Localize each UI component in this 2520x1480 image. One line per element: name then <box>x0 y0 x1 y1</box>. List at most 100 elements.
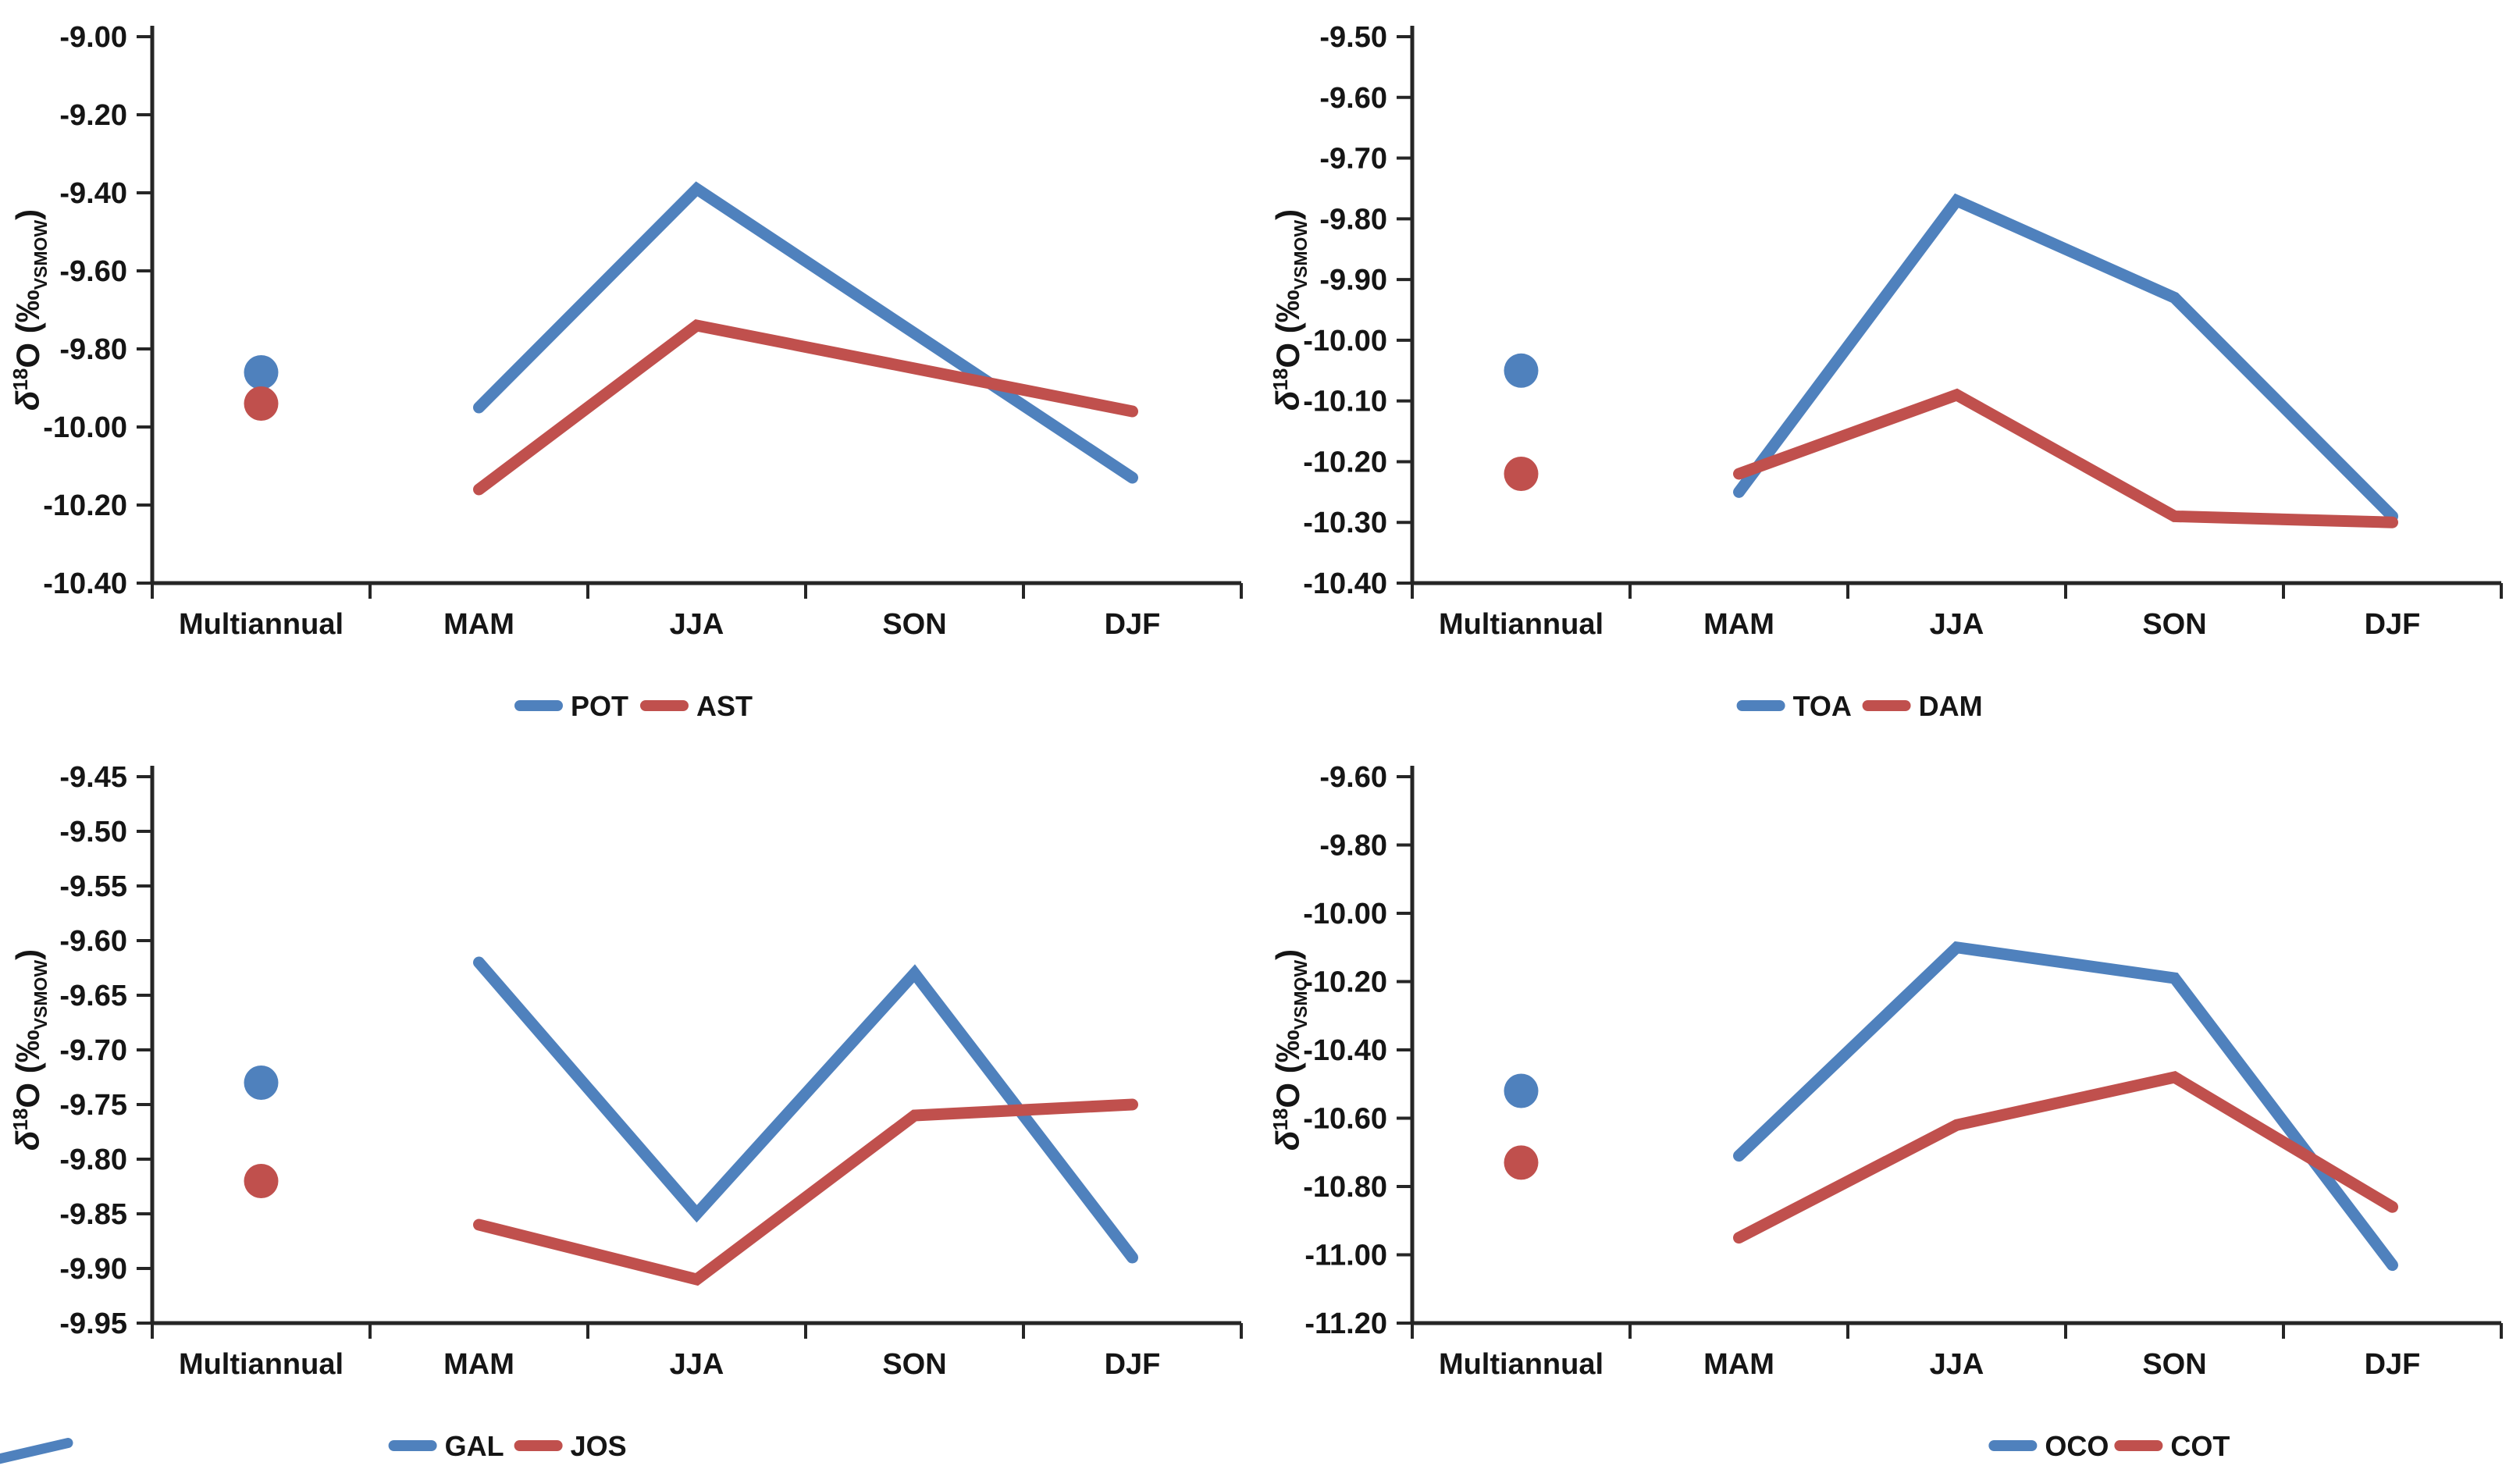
y-tick-label: -9.50 <box>1319 21 1387 54</box>
y-tick-label: -9.80 <box>59 333 127 366</box>
y-tick-label: -10.20 <box>43 489 127 522</box>
x-category-label: SON <box>2142 608 2206 641</box>
y-tick-label: -9.85 <box>59 1198 127 1231</box>
y-title-delta: δ <box>1269 1130 1306 1151</box>
y-title-unit-close: ) <box>9 209 46 220</box>
y-tick-label: -9.00 <box>59 21 127 54</box>
chart-canvas-gal-jos: -9.45 -9.50 -9.55 -9.60 -9.65 -9.70 -9.75 -9.80… <box>9 761 1243 1462</box>
legend-swatch-GAL <box>388 1440 437 1451</box>
y-tick-label: -9.60 <box>1319 82 1387 115</box>
legend-label-AST: AST <box>696 690 753 722</box>
y-title-element: O (‰ <box>9 290 46 368</box>
y-title-element: O (‰ <box>1269 1030 1306 1108</box>
y-title-delta: δ <box>9 1130 46 1151</box>
y-tick-label: -10.20 <box>1303 966 1387 999</box>
y-tick-label: -9.80 <box>1319 203 1387 236</box>
series-line-AST <box>473 318 1138 496</box>
legend-swatch-AST <box>640 700 689 711</box>
x-category-label: JJA <box>1930 1348 1984 1381</box>
y-tick-label: -9.80 <box>59 1144 127 1176</box>
x-category-label: SON <box>882 608 946 641</box>
multiannual-marker-POT <box>244 355 279 390</box>
series-line-DAM <box>1733 388 2398 528</box>
legend-label-POT: POT <box>571 690 628 722</box>
x-category-label: MAM <box>443 1348 514 1381</box>
y-tick-label: -9.90 <box>1319 264 1387 297</box>
x-category-label: JJA <box>670 1348 724 1381</box>
y-tick-label: -9.60 <box>59 925 127 958</box>
x-category-label: JJA <box>1930 608 1984 641</box>
legend-swatch-TOA <box>1736 700 1785 711</box>
chart-panel-oco-cot: -9.60 -9.80 -10.00 -10.20 -10.40 -10.60 -10.80… <box>1260 740 2520 1480</box>
y-tick-label: -9.60 <box>59 255 127 288</box>
series-line-TOA <box>1733 193 2398 522</box>
y-tick-label: -11.00 <box>1304 1240 1387 1272</box>
chart-canvas-oco-cot: -9.60 -9.80 -10.00 -10.20 -10.40 -10.60 -10.80… <box>1269 761 2503 1462</box>
y-tick-label: -9.90 <box>59 1253 127 1286</box>
y-tick-label: -10.30 <box>1303 507 1387 539</box>
x-category-label: DJF <box>1105 1348 1161 1381</box>
y-title-isotope-sup: 18 <box>9 368 32 391</box>
y-tick-label: -9.75 <box>59 1089 127 1122</box>
y-tick-label: -9.70 <box>1319 143 1387 176</box>
multiannual-marker-TOA <box>1504 353 1539 388</box>
y-tick-label: -9.55 <box>59 870 127 903</box>
y-title-unit-close: ) <box>1269 949 1306 960</box>
x-category-label: SON <box>882 1348 946 1381</box>
legend-swatch-POT <box>514 700 563 711</box>
y-tick-label: -10.40 <box>43 567 127 600</box>
legend-swatch-OCO <box>1988 1440 2038 1451</box>
y-title-element: O (‰ <box>1269 290 1306 368</box>
x-category-label: Multiannual <box>179 1348 343 1381</box>
y-tick-label: -9.40 <box>59 177 127 210</box>
y-title-unit-sub: VSMOW <box>30 220 51 290</box>
multiannual-marker-JOS <box>244 1164 279 1198</box>
y-title-unit-sub: VSMOW <box>1290 220 1311 290</box>
x-category-label: MAM <box>1703 1348 1774 1381</box>
series-line-COT <box>1733 1071 2398 1244</box>
y-tick-label: -9.70 <box>59 1034 127 1067</box>
y-tick-label: -10.40 <box>1303 1034 1387 1067</box>
y-title-unit-sub: VSMOW <box>1290 960 1311 1030</box>
chart-canvas-pot-ast: -9.00 -9.20 -9.40 -9.60 -9.80 -10.00 -10.20 -10… <box>9 21 1243 722</box>
x-category-label: Multiannual <box>179 608 343 641</box>
y-title-isotope-sup: 18 <box>1269 1108 1292 1131</box>
x-category-label: SON <box>2142 1348 2206 1381</box>
y-tick-label: -9.45 <box>59 761 127 794</box>
y-tick-label: -10.00 <box>43 411 127 444</box>
multiannual-marker-OCO <box>1504 1073 1539 1108</box>
chart-panel-gal-jos: -9.45 -9.50 -9.55 -9.60 -9.65 -9.70 -9.75 -9.80… <box>0 740 1260 1480</box>
y-title-delta: δ <box>9 390 46 411</box>
series-line-JOS <box>473 1098 1138 1286</box>
multiannual-marker-COT <box>1504 1145 1539 1180</box>
y-axis-title: δ18O (‰VSMOW) <box>9 949 51 1151</box>
legend-label-DAM: DAM <box>1919 690 1983 722</box>
x-category-label: DJF <box>2365 608 2421 641</box>
legend-label-COT: COT <box>2170 1430 2230 1462</box>
y-axis-title: δ18O (‰VSMOW) <box>9 209 51 411</box>
y-tick-label: -9.20 <box>59 99 127 132</box>
y-title-element: O (‰ <box>9 1030 46 1108</box>
chart-canvas-toa-dam: -9.50 -9.60 -9.70 -9.80 -9.90 -10.00 -10.10 -10… <box>1269 21 2503 722</box>
x-category-label: Multiannual <box>1439 608 1603 641</box>
x-category-label: DJF <box>2365 1348 2421 1381</box>
x-category-label: JJA <box>670 608 724 641</box>
y-axis-title: δ18O (‰VSMOW) <box>1269 209 1311 411</box>
x-category-label: DJF <box>1105 608 1161 641</box>
y-tick-label: -10.20 <box>1303 446 1387 479</box>
legend-label-JOS: JOS <box>571 1430 627 1462</box>
y-tick-label: -10.10 <box>1303 386 1387 418</box>
legend-label-GAL: GAL <box>445 1430 504 1462</box>
multiannual-marker-AST <box>244 386 279 421</box>
x-category-label: MAM <box>443 608 514 641</box>
legend-label-OCO: OCO <box>2045 1430 2109 1462</box>
y-title-isotope-sup: 18 <box>9 1108 32 1131</box>
y-tick-label: -10.40 <box>1303 567 1387 600</box>
x-category-label: MAM <box>1703 608 1774 641</box>
multiannual-marker-GAL <box>244 1066 279 1100</box>
y-tick-label: -11.20 <box>1304 1307 1387 1340</box>
y-tick-label: -9.60 <box>1319 761 1387 794</box>
y-tick-label: -10.00 <box>1303 898 1387 930</box>
